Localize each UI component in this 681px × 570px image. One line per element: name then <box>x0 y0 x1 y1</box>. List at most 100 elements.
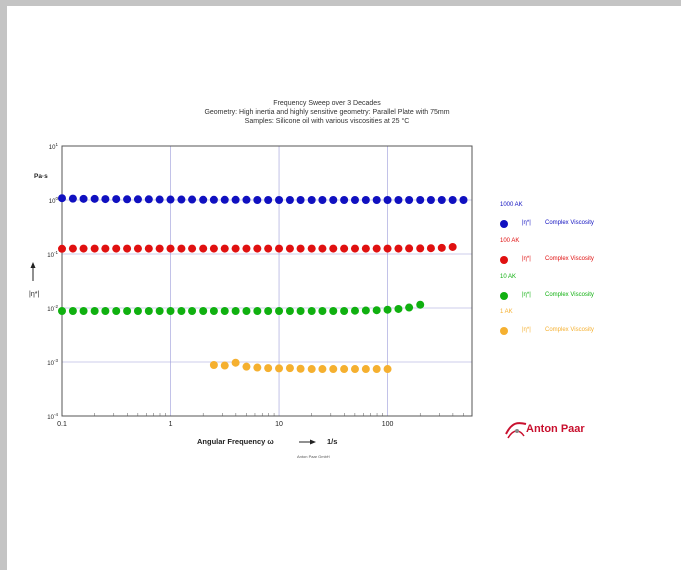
x-tick-label: 1 <box>169 421 173 428</box>
data-point <box>166 306 175 315</box>
data-point <box>220 361 229 370</box>
data-point <box>350 306 359 315</box>
plot-frame <box>61 145 473 417</box>
data-point <box>188 244 197 253</box>
x-axis-arrow-head <box>310 439 316 445</box>
data-point <box>405 303 414 312</box>
y-tick-label: 10-4 <box>47 412 58 421</box>
data-point <box>90 306 99 315</box>
data-point <box>329 365 338 374</box>
data-point <box>155 306 164 315</box>
legend-symbol: |η*| <box>522 220 531 226</box>
data-point <box>285 306 294 315</box>
data-point <box>188 306 197 315</box>
legend-series-name: 10 AK <box>500 274 517 280</box>
data-point <box>68 306 77 315</box>
data-point <box>155 195 164 204</box>
data-point <box>231 358 240 367</box>
data-point <box>361 196 370 204</box>
y-tick-label: 10-3 <box>47 358 58 367</box>
data-point <box>340 244 349 253</box>
data-point <box>144 195 153 204</box>
data-point <box>296 196 305 204</box>
point-layer <box>58 194 468 374</box>
data-point <box>90 244 99 253</box>
data-point <box>383 305 392 314</box>
data-point <box>307 196 316 204</box>
footer-credit: Anton Paar GmbH <box>297 454 330 459</box>
data-point <box>275 306 284 315</box>
data-point <box>144 306 153 315</box>
data-point <box>199 306 208 315</box>
data-point <box>253 244 262 253</box>
data-point <box>199 195 208 204</box>
data-point <box>394 304 403 313</box>
chart-subtitle-geometry: Geometry: High inertia and highly sensit… <box>204 109 450 116</box>
data-point <box>416 196 425 204</box>
data-point <box>123 195 132 204</box>
data-point <box>437 243 446 252</box>
anton-paar-logo: Anton Paar <box>504 416 624 446</box>
data-point <box>199 244 208 253</box>
data-point <box>340 365 349 374</box>
data-point <box>166 244 175 253</box>
legend-description: Complex Viscosity <box>545 327 594 333</box>
data-point <box>220 195 229 204</box>
data-point <box>296 244 305 253</box>
data-point <box>340 196 349 204</box>
data-point <box>264 196 273 204</box>
data-point <box>275 364 284 373</box>
y-axis-label: |η*| <box>29 291 39 298</box>
data-point <box>318 306 327 315</box>
data-point <box>383 365 392 374</box>
data-point <box>220 306 229 315</box>
data-point <box>264 306 273 315</box>
data-point <box>405 244 414 253</box>
data-point <box>285 196 294 204</box>
legend-description: Complex Viscosity <box>545 292 594 298</box>
data-point <box>437 196 446 204</box>
legend-symbol: |η*| <box>522 327 531 333</box>
data-point <box>394 196 403 204</box>
data-point <box>318 244 327 253</box>
legend-symbol: |η*| <box>522 292 531 298</box>
data-point <box>231 306 240 315</box>
data-point <box>275 196 284 204</box>
legend-description: Complex Viscosity <box>545 256 594 262</box>
data-point <box>426 244 435 253</box>
axis-label-layer: Pa·s |η*| Angular Frequency ω 1/s <box>29 173 337 446</box>
chart-subtitle-samples: Samples: Silicone oil with various visco… <box>244 118 410 125</box>
y-unit-label: Pa·s <box>34 173 48 180</box>
data-point <box>112 195 121 204</box>
legend-symbol: |η*| <box>522 256 531 262</box>
data-point <box>350 196 359 204</box>
data-point <box>220 244 229 253</box>
data-point <box>79 244 88 253</box>
data-point <box>296 306 305 315</box>
data-point <box>188 195 197 204</box>
y-tick-label: 100 <box>49 196 59 205</box>
data-point <box>133 306 142 315</box>
data-point <box>361 306 370 315</box>
x-unit-label: 1/s <box>327 437 337 446</box>
data-point <box>372 306 381 315</box>
data-point <box>448 196 457 204</box>
data-point <box>318 196 327 204</box>
data-point <box>361 365 370 374</box>
data-point <box>242 306 251 315</box>
data-point <box>133 244 142 253</box>
data-point <box>307 365 316 374</box>
data-point <box>350 244 359 253</box>
chart-plot: 0.1 1 10 100 101 100 10-1 10-2 10-3 10-4 Pa·s |η*|… <box>29 142 473 446</box>
data-point <box>340 306 349 315</box>
data-point <box>405 196 414 204</box>
data-point <box>90 194 99 203</box>
legend-series-name: 1 AK <box>500 309 513 315</box>
data-point <box>242 362 251 371</box>
data-point <box>253 306 262 315</box>
data-point <box>123 244 132 253</box>
data-point <box>318 365 327 374</box>
data-point <box>383 196 392 204</box>
legend-marker <box>500 292 508 300</box>
data-point <box>231 195 240 204</box>
